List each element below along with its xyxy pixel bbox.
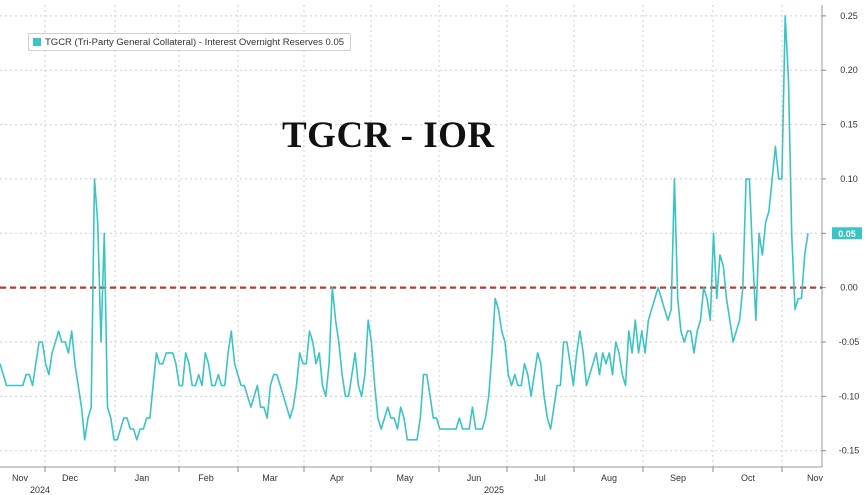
y-tick-label: 0.20: [840, 65, 858, 75]
x-year-label: 2024: [30, 485, 50, 495]
x-tick-label: Mar: [262, 473, 278, 483]
y-tick-label: 0.00: [840, 283, 858, 293]
x-tick-label: Jul: [534, 473, 546, 483]
last-value-label: 0.05: [838, 229, 856, 239]
y-tick-label: 0.15: [840, 120, 858, 130]
last-value-badge: 0.05: [832, 227, 862, 240]
x-tick-label: Jan: [135, 473, 150, 483]
x-tick-label: Apr: [330, 473, 344, 483]
x-tick-label: Dec: [62, 473, 79, 483]
x-tick-label: Feb: [198, 473, 214, 483]
x-tick-label: Nov: [12, 473, 29, 483]
y-gridlines: [0, 15, 822, 452]
y-tick-label: -0.15: [839, 446, 860, 456]
legend-swatch: [33, 38, 41, 46]
series-points: [0, 15, 809, 440]
legend: TGCR (Tri-Party General Collateral) - In…: [28, 33, 352, 51]
x-tick-label: Nov: [807, 473, 824, 483]
x-tick-label: Sep: [670, 473, 686, 483]
x-tick-label: Jun: [467, 473, 482, 483]
x-tick-label: Aug: [601, 473, 617, 483]
chart-title: TGCR - IOR: [282, 115, 495, 156]
legend-last-value: 0.05: [325, 36, 345, 48]
y-tick-label: 0.10: [840, 174, 858, 184]
x-gridlines: [44, 5, 783, 467]
series-line: [0, 15, 809, 441]
y-tick-label: 0.25: [840, 11, 858, 21]
legend-label: TGCR (Tri-Party General Collateral) - In…: [45, 36, 323, 48]
y-tick-label: -0.05: [839, 337, 860, 347]
y-tick-label: -0.10: [839, 391, 860, 401]
x-year-label: 2025: [484, 485, 504, 495]
x-tick-label: Oct: [741, 473, 756, 483]
last-value-badge-bg: [832, 227, 862, 240]
x-tick-label: May: [396, 473, 414, 483]
